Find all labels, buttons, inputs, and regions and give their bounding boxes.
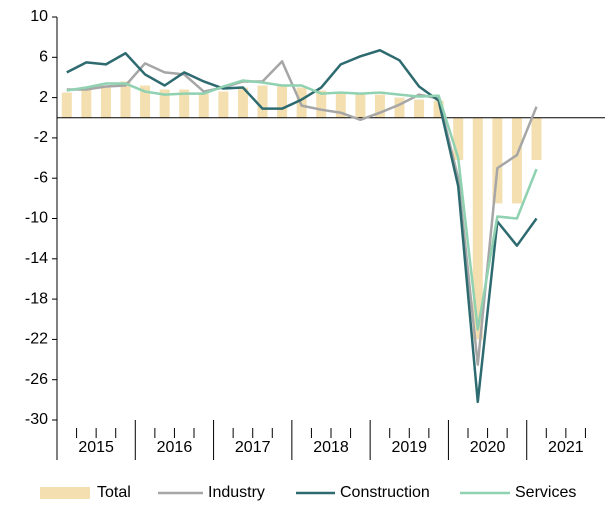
y-tick-label: -2 bbox=[34, 129, 48, 146]
y-tick-label: 2 bbox=[39, 89, 48, 106]
bar bbox=[257, 85, 268, 118]
y-tick-label: 10 bbox=[30, 8, 48, 25]
bar bbox=[100, 85, 111, 118]
bar bbox=[355, 93, 366, 118]
line bbox=[66, 60, 538, 366]
x-group-label: 2021 bbox=[548, 439, 584, 456]
legend-swatch bbox=[40, 487, 90, 499]
x-group-label: 2017 bbox=[235, 439, 271, 456]
bar bbox=[335, 92, 346, 118]
x-group-label: 2015 bbox=[78, 439, 114, 456]
bar bbox=[472, 117, 483, 340]
bar bbox=[61, 92, 72, 118]
bar bbox=[453, 117, 464, 161]
bar bbox=[511, 117, 522, 204]
bar bbox=[120, 81, 131, 118]
bar bbox=[531, 117, 542, 161]
bar bbox=[81, 89, 92, 118]
bar bbox=[179, 89, 190, 118]
y-tick-label: -14 bbox=[25, 250, 48, 267]
x-group-label: 2018 bbox=[313, 439, 349, 456]
bar bbox=[414, 99, 425, 118]
bar bbox=[159, 89, 170, 118]
y-tick-label: -30 bbox=[25, 411, 48, 428]
line bbox=[66, 79, 538, 331]
bar bbox=[394, 97, 405, 118]
y-tick-label: -18 bbox=[25, 290, 48, 307]
bar bbox=[218, 91, 229, 118]
legend-label: Construction bbox=[340, 484, 430, 501]
y-tick-label: -10 bbox=[25, 210, 48, 227]
x-group-label: 2019 bbox=[391, 439, 427, 456]
bar bbox=[140, 85, 151, 118]
bar bbox=[198, 93, 209, 118]
y-tick-label: -26 bbox=[25, 371, 48, 388]
bar bbox=[237, 87, 248, 118]
y-tick-label: -22 bbox=[25, 331, 48, 348]
bar bbox=[433, 100, 444, 118]
bar bbox=[316, 90, 327, 118]
x-group-label: 2020 bbox=[470, 439, 506, 456]
legend-label: Industry bbox=[208, 484, 265, 501]
line bbox=[66, 48, 538, 404]
legend-label: Total bbox=[97, 484, 131, 501]
legend-label: Services bbox=[515, 484, 576, 501]
bar bbox=[374, 94, 385, 118]
x-group-label: 2016 bbox=[157, 439, 193, 456]
bar bbox=[277, 85, 288, 118]
bar bbox=[492, 117, 503, 204]
y-tick-label: 6 bbox=[39, 49, 48, 66]
y-tick-label: -6 bbox=[34, 169, 48, 186]
